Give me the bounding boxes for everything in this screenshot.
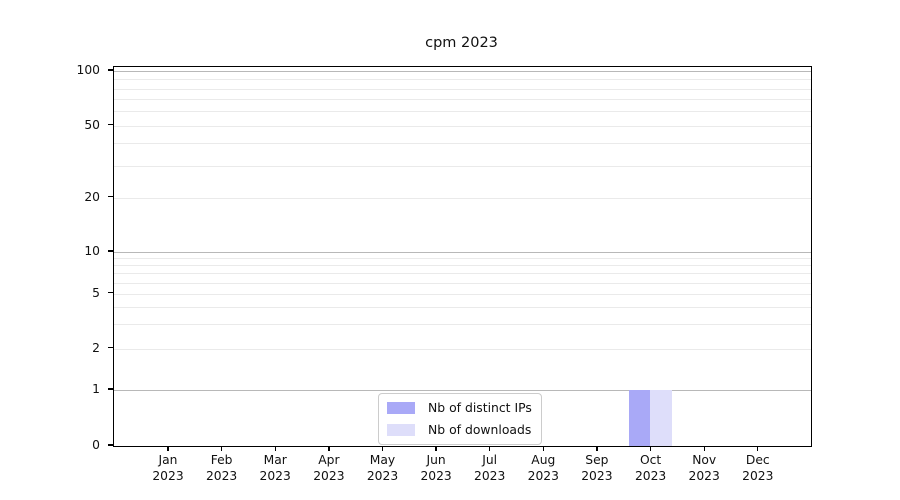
x-tick-mark (649, 446, 652, 451)
y-tick-mark (108, 444, 113, 446)
y-gridline-minor (114, 125, 811, 127)
legend-label: Nb of downloads (428, 422, 532, 437)
x-tick-label: Nov 2023 (676, 453, 732, 484)
legend-entry: Nb of downloads (387, 422, 532, 437)
x-tick-mark (542, 446, 544, 451)
x-tick-year: 2023 (420, 468, 452, 483)
plot-area: Nb of distinct IPs Nb of downloads (113, 66, 812, 447)
x-tick-label: May 2023 (355, 453, 411, 484)
y-tick-label: 2 (92, 340, 100, 355)
legend-swatch (387, 423, 415, 436)
y-tick-label: 20 (84, 189, 100, 204)
y-gridline-major (114, 71, 811, 72)
y-tick-mark (108, 195, 113, 198)
x-tick-month: Oct (639, 453, 662, 467)
y-tick-label: 0 (92, 438, 100, 452)
x-tick-month: Jun (426, 453, 446, 467)
y-gridline-minor (114, 79, 811, 81)
y-tick-label: 1 (92, 382, 100, 396)
x-tick-mark (703, 446, 705, 451)
x-tick-label: Sep 2023 (569, 453, 625, 484)
x-tick-year: 2023 (634, 468, 667, 483)
x-tick-label: Aug 2023 (515, 453, 571, 484)
y-gridline-minor (114, 265, 811, 267)
y-gridline-minor (114, 258, 811, 260)
y-tick-mark (108, 123, 113, 126)
x-tick-month: Apr (318, 453, 340, 467)
x-tick-mark (596, 446, 598, 451)
y-gridline-minor (114, 306, 811, 308)
y-tick-mark (108, 69, 113, 71)
x-tick-year: 2023 (259, 468, 291, 483)
y-gridline-minor (114, 88, 811, 90)
x-tick-label: Dec 2023 (730, 453, 786, 484)
y-tick-label: 100 (76, 63, 100, 77)
x-tick-mark (220, 446, 223, 451)
y-tick-mark (108, 250, 113, 252)
x-tick-year: 2023 (742, 468, 774, 483)
x-tick-month: Feb (210, 453, 233, 467)
x-tick-month: Mar (263, 453, 287, 467)
x-tick-year: 2023 (152, 468, 184, 483)
y-tick-mark (108, 346, 113, 349)
y-gridline-minor (114, 282, 811, 284)
x-tick-year: 2023 (527, 468, 559, 483)
x-tick-month: May (369, 453, 396, 467)
x-tick-month: Dec (745, 453, 770, 467)
x-tick-year: 2023 (581, 468, 613, 483)
x-tick-label: Oct 2023 (623, 453, 679, 484)
x-tick-mark (328, 446, 330, 451)
x-tick-label: Apr 2023 (301, 453, 357, 484)
x-tick-month: Jul (482, 453, 498, 467)
y-tick-mark (108, 388, 113, 390)
y-gridline-minor (114, 143, 811, 144)
bar-distinct-ips (628, 390, 651, 446)
y-gridline-minor (114, 293, 811, 295)
x-tick-month: Nov (692, 453, 717, 467)
y-gridline-minor (114, 165, 811, 167)
y-gridline-minor (114, 197, 811, 199)
x-tick-month: Jan (158, 453, 178, 467)
x-tick-mark (381, 446, 384, 451)
x-tick-label: Jun 2023 (408, 453, 464, 484)
legend-label: Nb of distinct IPs (428, 400, 532, 415)
x-tick-mark (435, 446, 437, 451)
x-tick-label: Mar 2023 (247, 453, 303, 484)
x-tick-label: Jan 2023 (140, 453, 196, 484)
y-gridline-major (114, 252, 811, 253)
x-tick-mark (489, 446, 491, 451)
y-tick-label: 10 (84, 244, 100, 258)
legend-swatch (387, 401, 415, 414)
x-tick-mark (274, 446, 276, 451)
y-gridline-minor (114, 324, 811, 326)
x-tick-year: 2023 (474, 468, 506, 483)
y-tick-mark (108, 291, 113, 294)
y-tick-label: 50 (84, 117, 100, 132)
x-tick-label: Jul 2023 (462, 453, 518, 484)
x-tick-year: 2023 (205, 468, 238, 483)
x-tick-month: Aug (531, 453, 556, 467)
legend-entry: Nb of distinct IPs (387, 400, 532, 415)
x-tick-month: Sep (585, 453, 609, 467)
y-gridline-minor (114, 99, 811, 100)
y-tick-label: 5 (92, 285, 100, 300)
x-tick-label: Feb 2023 (194, 453, 250, 484)
x-tick-year: 2023 (313, 468, 345, 483)
x-tick-mark (167, 446, 169, 451)
legend: Nb of distinct IPs Nb of downloads (378, 393, 542, 445)
y-gridline-minor (114, 348, 811, 350)
chart-title: cpm 2023 (425, 35, 498, 51)
x-tick-year: 2023 (688, 468, 720, 483)
x-tick-year: 2023 (366, 468, 399, 483)
y-gridline-minor (114, 111, 811, 113)
x-tick-mark (757, 446, 759, 451)
y-gridline-major (114, 390, 811, 391)
y-gridline-minor (114, 273, 811, 275)
bar-downloads (650, 390, 672, 446)
